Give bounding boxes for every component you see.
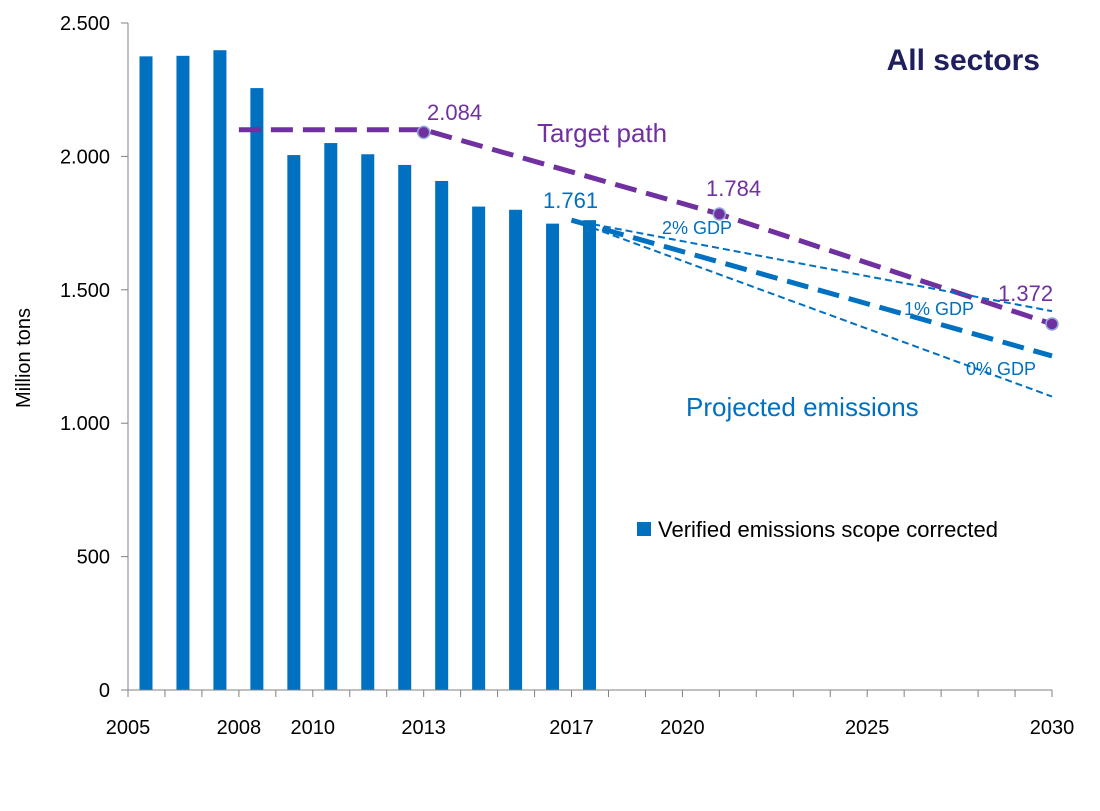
- y-tick-label: 500: [77, 547, 110, 569]
- x-tick-label: 2020: [660, 717, 705, 739]
- gdp0-line: [571, 219, 1053, 398]
- x-tick-label: 2008: [217, 717, 262, 739]
- chart-title: All sectors: [887, 44, 1040, 77]
- bar: [398, 164, 412, 690]
- legend-label: Verified emissions scope corrected: [658, 517, 998, 542]
- val-1372: 1.372: [998, 281, 1053, 306]
- val-1761: 1.761: [543, 188, 598, 213]
- y-tick-label: 2.500: [60, 13, 110, 35]
- target-marker: [712, 207, 727, 221]
- projected-label: Projected emissions: [686, 392, 919, 422]
- bar: [583, 220, 597, 690]
- bar: [250, 88, 264, 691]
- bar: [324, 143, 338, 690]
- bar: [435, 180, 449, 690]
- bar: [509, 209, 523, 690]
- target-line: [238, 127, 1053, 327]
- bar: [361, 154, 375, 690]
- y-axis-title: Million tons: [13, 308, 35, 408]
- gdp2-label: 2% GDP: [662, 218, 732, 238]
- val-2084: 2.084: [427, 100, 482, 125]
- y-tick-label: 1.000: [60, 413, 110, 435]
- gdp2-line: [571, 219, 1053, 313]
- y-tick-label: 0: [99, 680, 110, 702]
- bar: [176, 55, 190, 690]
- x-tick-label: 2025: [845, 717, 890, 739]
- y-tick-label: 2.000: [60, 146, 110, 168]
- y-tick-label: 1.500: [60, 280, 110, 302]
- legend-swatch: [637, 522, 651, 536]
- val-1784: 1.784: [706, 176, 761, 201]
- x-tick-label: 2005: [106, 717, 151, 739]
- bar: [139, 56, 153, 691]
- target-marker: [1045, 317, 1059, 331]
- x-tick-label: 2017: [549, 717, 594, 739]
- bar: [213, 50, 227, 690]
- x-tick-label: 2010: [291, 717, 336, 739]
- target-label: Target path: [537, 118, 667, 148]
- gdp0-label: 0% GDP: [966, 359, 1036, 379]
- bar: [472, 206, 486, 690]
- target-marker: [416, 125, 431, 140]
- gdp1-line: [570, 217, 1053, 359]
- x-tick-label: 2030: [1030, 717, 1075, 739]
- x-tick-label: 2013: [401, 717, 446, 739]
- bar: [287, 155, 301, 691]
- bar: [546, 223, 560, 690]
- gdp1-label: 1% GDP: [904, 299, 974, 319]
